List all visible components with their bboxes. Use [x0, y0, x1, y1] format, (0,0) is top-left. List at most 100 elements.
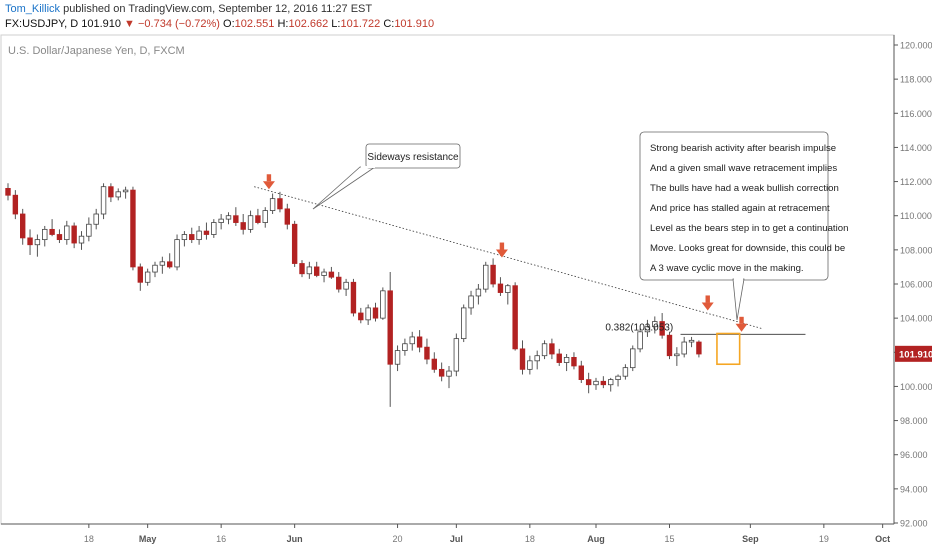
- candle[interactable]: [468, 290, 474, 315]
- candle[interactable]: [225, 212, 232, 225]
- candle[interactable]: [475, 284, 482, 305]
- candle[interactable]: [137, 263, 143, 291]
- candle[interactable]: [402, 338, 408, 356]
- candle[interactable]: [387, 272, 393, 407]
- candle[interactable]: [56, 229, 63, 244]
- down-arrow-icon[interactable]: [495, 242, 508, 258]
- candle[interactable]: [644, 319, 651, 337]
- candle[interactable]: [34, 234, 41, 257]
- candle[interactable]: [527, 355, 533, 375]
- candle[interactable]: [659, 313, 665, 339]
- candle[interactable]: [233, 207, 239, 226]
- candle[interactable]: [130, 186, 136, 271]
- candle[interactable]: [284, 203, 290, 230]
- candle[interactable]: [674, 347, 680, 366]
- candle[interactable]: [541, 340, 548, 360]
- candle[interactable]: [652, 316, 658, 334]
- candle[interactable]: [615, 374, 621, 387]
- candle[interactable]: [365, 304, 371, 325]
- candle[interactable]: [578, 360, 584, 384]
- candle[interactable]: [27, 229, 33, 255]
- candle[interactable]: [681, 336, 687, 358]
- candle[interactable]: [277, 191, 283, 213]
- candle[interactable]: [306, 261, 313, 279]
- candle[interactable]: [100, 183, 107, 220]
- candle[interactable]: [637, 328, 643, 353]
- candle[interactable]: [144, 268, 151, 286]
- candle[interactable]: [519, 340, 526, 375]
- commentary-callout[interactable]: Strong bearish activity after bearish im…: [639, 131, 848, 321]
- candle[interactable]: [505, 284, 511, 305]
- candle[interactable]: [453, 333, 460, 377]
- candle[interactable]: [336, 272, 342, 293]
- candle[interactable]: [328, 266, 335, 279]
- candle[interactable]: [438, 362, 445, 382]
- down-arrow-icon[interactable]: [262, 174, 275, 190]
- candle[interactable]: [321, 268, 327, 283]
- candle[interactable]: [593, 377, 599, 390]
- candle[interactable]: [600, 376, 607, 389]
- candle[interactable]: [86, 217, 92, 242]
- candle[interactable]: [42, 225, 48, 247]
- candle[interactable]: [585, 372, 592, 394]
- candle[interactable]: [64, 220, 70, 245]
- candle[interactable]: [19, 208, 26, 245]
- candle[interactable]: [534, 350, 540, 370]
- candle[interactable]: [549, 338, 555, 360]
- candle[interactable]: [269, 193, 276, 215]
- candle[interactable]: [262, 207, 268, 228]
- candle[interactable]: [380, 287, 386, 320]
- down-arrow-icon[interactable]: [735, 316, 748, 332]
- candle[interactable]: [12, 190, 19, 220]
- candle[interactable]: [181, 231, 188, 247]
- candle[interactable]: [78, 231, 85, 250]
- candle[interactable]: [115, 188, 121, 201]
- candle[interactable]: [196, 225, 202, 245]
- candle[interactable]: [358, 307, 364, 324]
- candle[interactable]: [247, 210, 254, 233]
- candle[interactable]: [556, 348, 562, 366]
- candle[interactable]: [108, 183, 114, 203]
- candle[interactable]: [409, 331, 415, 351]
- candle[interactable]: [122, 186, 129, 199]
- candle[interactable]: [240, 214, 246, 235]
- candle[interactable]: [630, 345, 636, 372]
- candle[interactable]: [608, 377, 614, 392]
- author-link[interactable]: Tom_Killick: [5, 3, 61, 15]
- candle[interactable]: [563, 353, 570, 372]
- candle[interactable]: [416, 330, 423, 353]
- candle[interactable]: [460, 304, 467, 343]
- price-axis[interactable]: 120.000 118.000 116.000 114.000 112.000 110.0…: [894, 41, 932, 529]
- candle[interactable]: [343, 278, 349, 296]
- price-chart[interactable]: U.S. Dollar/Japanese Yen, D, FXCM 120.00…: [0, 34, 932, 550]
- down-arrow-icon[interactable]: [701, 295, 714, 311]
- candle[interactable]: [688, 336, 695, 348]
- candle[interactable]: [203, 222, 210, 240]
- candle[interactable]: [497, 277, 504, 296]
- candle[interactable]: [49, 219, 55, 237]
- candle[interactable]: [666, 331, 673, 360]
- candle[interactable]: [431, 352, 437, 373]
- candle[interactable]: [255, 208, 261, 225]
- sideways-callout[interactable]: Sideways resistance: [312, 143, 461, 210]
- candle[interactable]: [394, 345, 401, 372]
- candle[interactable]: [490, 258, 496, 288]
- candle[interactable]: [350, 278, 357, 317]
- candle[interactable]: [166, 253, 173, 269]
- candle[interactable]: [313, 261, 320, 278]
- candle[interactable]: [71, 222, 77, 249]
- candle[interactable]: [446, 365, 452, 389]
- candle[interactable]: [93, 208, 99, 230]
- candle[interactable]: [291, 220, 298, 267]
- highlight-box[interactable]: [716, 332, 741, 366]
- candle[interactable]: [372, 302, 379, 322]
- candle[interactable]: [512, 282, 518, 351]
- candle[interactable]: [159, 256, 166, 274]
- candle[interactable]: [299, 260, 305, 278]
- time-axis[interactable]: 18 May 16 Jun 20 Jul 18 Aug 15 Sep 19 Oct: [84, 524, 890, 544]
- candle[interactable]: [152, 261, 158, 278]
- candle[interactable]: [5, 183, 11, 201]
- resistance-trendline[interactable]: [254, 186, 762, 329]
- candle[interactable]: [189, 227, 195, 244]
- candle[interactable]: [696, 340, 702, 358]
